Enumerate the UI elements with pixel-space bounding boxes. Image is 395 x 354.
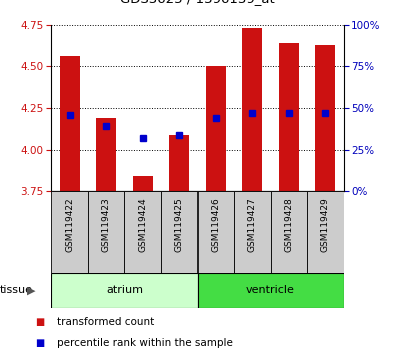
- Text: GDS3625 / 1396139_at: GDS3625 / 1396139_at: [120, 0, 275, 5]
- Text: GSM119425: GSM119425: [175, 198, 184, 252]
- Bar: [60, 56, 80, 191]
- Text: ventricle: ventricle: [246, 285, 295, 295]
- Bar: [133, 176, 153, 191]
- Text: transformed count: transformed count: [57, 317, 154, 327]
- Bar: [96, 118, 116, 191]
- Text: ▶: ▶: [27, 285, 36, 295]
- Text: atrium: atrium: [106, 285, 143, 295]
- Bar: [206, 67, 226, 191]
- Bar: [271, 191, 307, 273]
- Bar: [242, 28, 262, 191]
- Bar: [124, 191, 161, 273]
- Text: GSM119429: GSM119429: [321, 198, 330, 252]
- Bar: [51, 191, 88, 273]
- Bar: [198, 273, 344, 308]
- Bar: [279, 43, 299, 191]
- Text: GSM119423: GSM119423: [102, 198, 111, 252]
- Bar: [198, 191, 234, 273]
- Text: GSM119422: GSM119422: [65, 198, 74, 252]
- Text: percentile rank within the sample: percentile rank within the sample: [57, 338, 233, 348]
- Text: GSM119426: GSM119426: [211, 198, 220, 252]
- Text: ■: ■: [35, 317, 44, 327]
- Bar: [234, 191, 271, 273]
- Text: GSM119427: GSM119427: [248, 198, 257, 252]
- Text: ■: ■: [35, 338, 44, 348]
- Bar: [315, 45, 335, 191]
- Bar: [161, 191, 198, 273]
- Text: GSM119428: GSM119428: [284, 198, 293, 252]
- Bar: [88, 191, 124, 273]
- Text: GSM119424: GSM119424: [138, 198, 147, 252]
- Bar: [169, 135, 189, 191]
- Bar: [307, 191, 344, 273]
- Text: tissue: tissue: [0, 285, 33, 295]
- Bar: [51, 273, 198, 308]
